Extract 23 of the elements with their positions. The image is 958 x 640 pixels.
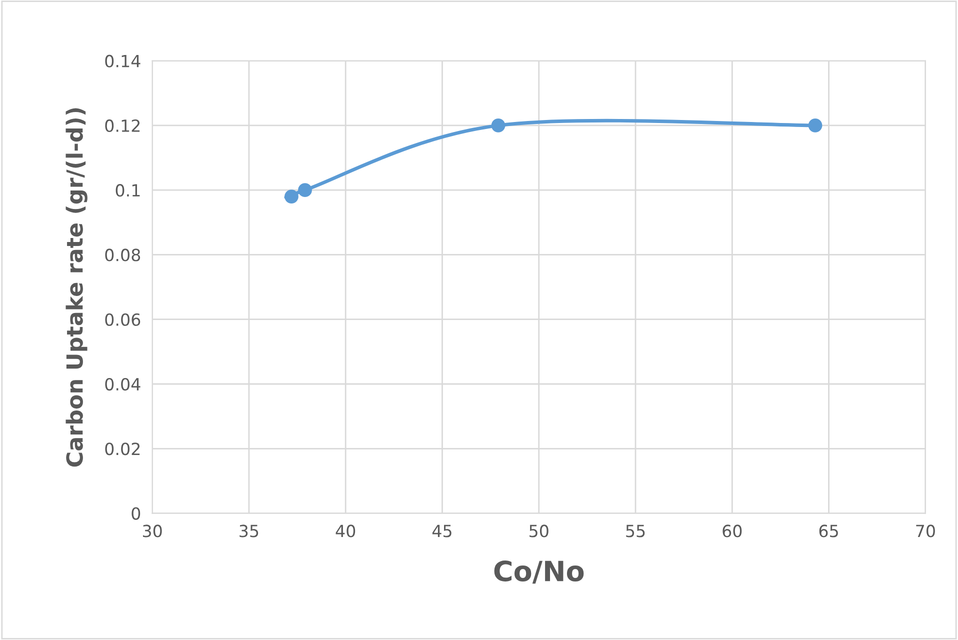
y-tick-label: 0.14: [105, 54, 140, 68]
point: [491, 118, 506, 132]
x-tick-label: 35: [240, 524, 258, 538]
point: [808, 118, 822, 132]
x-tick-label: 30: [142, 524, 162, 538]
x-tick-label: 50: [530, 524, 548, 538]
x-tick-label: 65: [819, 524, 838, 538]
y-tick-label: 0.06: [105, 313, 140, 326]
y-tick-label: 0.08: [105, 248, 140, 262]
y-tick-label: 0.12: [105, 119, 140, 132]
x-tick-label: 70: [916, 524, 935, 538]
x-tick-label: 40: [336, 524, 356, 538]
y-tick-label: 0.1: [116, 184, 140, 197]
y-tick-label: 0.04: [105, 378, 140, 391]
x-tick-label: 55: [626, 524, 645, 538]
y-axis-title: Carbon Uptake rate (gr/(l-d)): [66, 108, 88, 467]
x-tick-label: 60: [722, 524, 742, 538]
y-tick-label: 0.02: [105, 442, 140, 456]
x-axis-title: Co/No: [494, 560, 584, 584]
y-tick-label: 0: [132, 507, 140, 520]
point: [298, 183, 312, 198]
x-tick-label: 45: [432, 524, 452, 538]
point: [284, 190, 298, 204]
